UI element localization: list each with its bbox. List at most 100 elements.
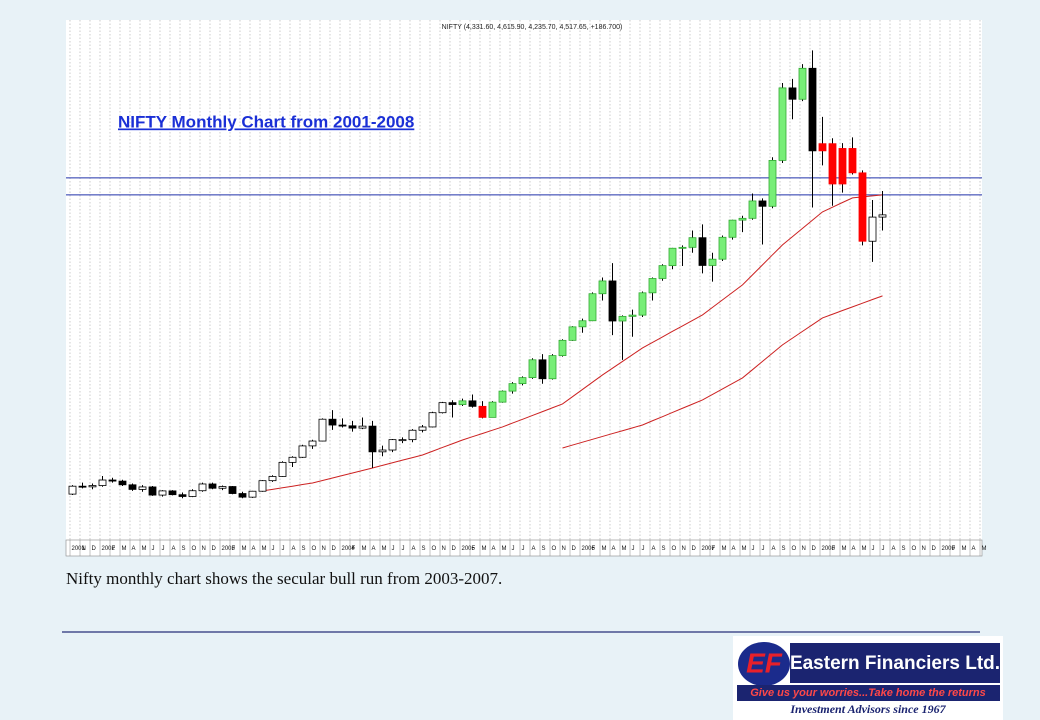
x-tick-label: J — [512, 546, 515, 552]
x-tick-label: S — [182, 546, 186, 552]
x-tick-label: M — [142, 546, 147, 552]
logo-initials: EF — [746, 647, 783, 678]
x-tick-label: F — [472, 546, 476, 552]
candle-body — [608, 280, 617, 322]
x-tick-label: F — [712, 546, 716, 552]
x-tick-label: D — [452, 546, 457, 552]
x-tick-label: J — [872, 546, 875, 552]
x-tick-label: J — [632, 546, 635, 552]
x-tick-label: O — [792, 546, 797, 552]
candle-body — [598, 280, 607, 295]
x-tick-label: A — [412, 546, 416, 552]
tagline-bar — [737, 685, 1000, 701]
logo-emblem — [738, 642, 790, 686]
candle-body — [318, 418, 327, 442]
x-tick-label: A — [772, 546, 776, 552]
x-tick-label: N — [82, 546, 86, 552]
candle-body — [638, 292, 647, 316]
candle-body — [768, 160, 777, 207]
candle-body — [198, 483, 207, 492]
x-tick-label: J — [162, 546, 165, 552]
x-tick-label: O — [312, 546, 317, 552]
x-tick-label: 2003 — [222, 546, 236, 552]
company-bar — [790, 643, 1000, 683]
candle-body — [228, 486, 237, 494]
x-tick-label: 2001 — [72, 546, 86, 552]
x-tick-label: 2005 — [462, 546, 476, 552]
x-tick-label: D — [332, 546, 337, 552]
candle-body — [878, 214, 887, 218]
x-tick-label: A — [972, 546, 976, 552]
x-tick-label: A — [372, 546, 376, 552]
x-tick-label: D — [572, 546, 577, 552]
x-tick-label: A — [652, 546, 656, 552]
x-tick-label: D — [932, 546, 937, 552]
candle-body — [358, 425, 367, 429]
candle-body — [528, 359, 537, 378]
candle-body — [258, 480, 267, 492]
x-tick-label: S — [422, 546, 426, 552]
x-tick-label: F — [112, 546, 116, 552]
candle-body — [278, 461, 287, 477]
x-tick-label: J — [402, 546, 405, 552]
candle-body — [668, 247, 677, 267]
x-tick-label: M — [242, 546, 247, 552]
candle-body — [158, 490, 167, 496]
x-tick-label: O — [552, 546, 557, 552]
tagline: Give us your worries...Take home the ret… — [750, 687, 986, 699]
moving-average-line — [262, 194, 883, 492]
candle-body — [458, 400, 467, 405]
x-tick-label: A — [172, 546, 176, 552]
x-tick-label: D — [812, 546, 817, 552]
x-tick-label: J — [762, 546, 765, 552]
x-tick-label: M — [362, 546, 367, 552]
x-tick-label: J — [522, 546, 525, 552]
x-tick-label: N — [682, 546, 686, 552]
grid — [69, 20, 981, 540]
x-tick-label: M — [262, 546, 267, 552]
candle-body — [268, 476, 277, 482]
candle-body — [208, 483, 217, 489]
x-tick-label: 2002 — [102, 546, 116, 552]
candle-body — [478, 405, 487, 418]
candle-body — [818, 143, 827, 152]
candle-body — [448, 402, 457, 405]
x-tick-label: M — [742, 546, 747, 552]
x-tick-label: M — [122, 546, 127, 552]
x-tick-label: A — [492, 546, 496, 552]
candle-body — [538, 359, 547, 380]
x-tick-label: O — [192, 546, 197, 552]
x-tick-label: M — [602, 546, 607, 552]
candle-body — [868, 216, 877, 242]
candle-body — [108, 479, 117, 482]
candle-body — [98, 479, 107, 486]
candle-body — [68, 485, 77, 495]
moving-average-line — [562, 295, 883, 449]
x-tick-label: 2006 — [582, 546, 596, 552]
candle-body — [338, 424, 347, 427]
x-tick-label: A — [852, 546, 856, 552]
marks — [66, 50, 982, 499]
candle-body — [468, 400, 477, 407]
candle-body — [858, 172, 867, 242]
x-tick-label: M — [482, 546, 487, 552]
x-tick-label: J — [752, 546, 755, 552]
candle-body — [678, 246, 687, 249]
candle-body — [708, 258, 717, 266]
x-tick-label: 2004 — [342, 546, 356, 552]
x-tick-label: S — [542, 546, 546, 552]
x-tick-label: A — [132, 546, 136, 552]
candle-body — [578, 320, 587, 328]
x-tick-label: N — [802, 546, 806, 552]
x-tick-label: O — [912, 546, 917, 552]
candle-body — [408, 429, 417, 441]
candle-body — [548, 355, 557, 380]
candle-body — [848, 148, 857, 174]
chart-header: NIFTY (4,331.60, 4,615.90, 4,235.70, 4,5… — [442, 24, 623, 31]
x-tick-label: S — [782, 546, 786, 552]
candle-body — [398, 439, 407, 442]
candle-body — [838, 148, 847, 185]
x-tick-label: J — [392, 546, 395, 552]
candle-body — [138, 486, 147, 490]
